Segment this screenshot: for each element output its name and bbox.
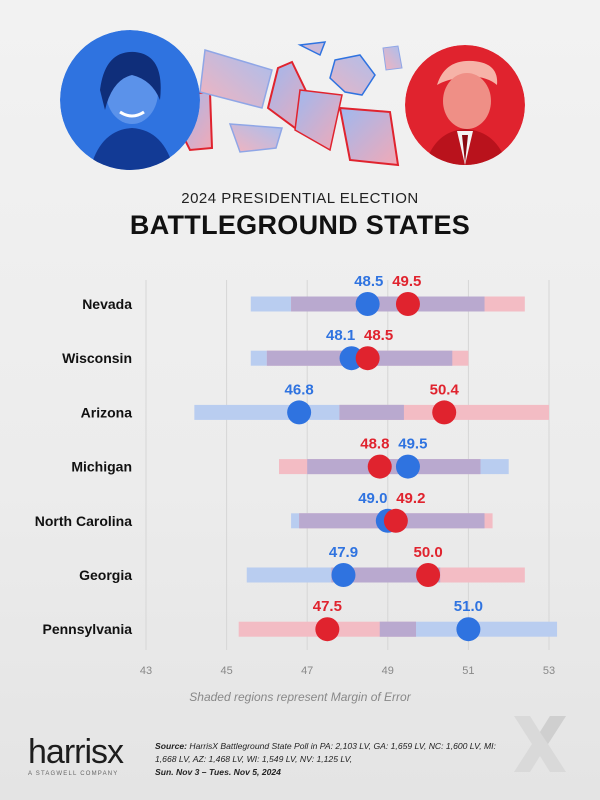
trump-value-label: 48.5 — [364, 327, 393, 344]
trump-dot — [416, 563, 441, 587]
harris-value-label: 48.1 — [326, 327, 355, 344]
x-tick-label: 45 — [220, 665, 232, 677]
harris-value-label: 49.5 — [398, 436, 427, 453]
x-tick-label: 51 — [462, 665, 474, 677]
state-row-wisconsin: Wisconsin 48.1 48.5 — [62, 327, 469, 371]
hero-illustration — [0, 0, 600, 185]
harris-value-label: 46.8 — [285, 381, 314, 398]
brand-name: harrisx — [28, 733, 124, 771]
harris-dot — [331, 563, 356, 587]
trump-dot — [315, 617, 340, 642]
chart-subtitle: 2024 PRESIDENTIAL ELECTION — [181, 190, 419, 207]
state-row-georgia: Georgia 47.9 50.0 — [79, 544, 525, 587]
x-tick-label: 49 — [382, 665, 394, 677]
harris-value-label: 51.0 — [454, 598, 483, 615]
state-label: Pennsylvania — [43, 621, 133, 637]
overlap-moe-band — [291, 296, 485, 312]
trump-dot — [383, 508, 408, 533]
harris-dot — [355, 292, 380, 316]
state-label: Arizona — [81, 404, 133, 420]
trump-portrait — [405, 45, 525, 165]
overlap-moe-band — [339, 404, 404, 420]
battleground-states-illustration — [174, 41, 403, 167]
overlap-moe-band — [331, 567, 441, 583]
state-row-north-carolina: North Carolina 49.0 49.2 — [35, 490, 493, 533]
chart-rows: Nevada 48.5 49.5 Wisconsin 48.1 48.5 Arizona 46… — [35, 273, 558, 642]
state-label: North Carolina — [35, 513, 132, 529]
trump-value-label: 49.5 — [392, 273, 421, 290]
trump-dot — [367, 454, 392, 479]
x-tick-label: 53 — [543, 665, 555, 677]
state-label: Georgia — [79, 567, 132, 583]
harris-value-label: 47.9 — [329, 544, 358, 561]
overlap-moe-band — [379, 621, 417, 637]
harrisx-x-mark-icon — [514, 716, 566, 772]
trump-value-label: 50.4 — [430, 381, 460, 398]
state-label: Wisconsin — [62, 350, 132, 366]
state-row-nevada: Nevada 48.5 49.5 — [82, 273, 525, 316]
source-text: HarrisX Battleground State Poll in PA: 2… — [155, 741, 496, 764]
trump-value-label: 47.5 — [313, 598, 342, 615]
trump-value-label: 50.0 — [413, 544, 442, 561]
brand-tagline: A STAGWELL COMPANY — [28, 771, 119, 777]
state-label: Michigan — [71, 459, 132, 475]
battleground-chart: Nevada 48.5 49.5 Wisconsin 48.1 48.5 Arizona 46… — [35, 273, 558, 677]
state-row-michigan: Michigan 49.5 48.8 — [71, 436, 509, 479]
overlap-moe-band — [307, 459, 481, 475]
x-tick-label: 47 — [301, 665, 313, 677]
state-label: Nevada — [82, 296, 132, 312]
state-row-pennsylvania: Pennsylvania 51.0 47.5 — [43, 598, 558, 642]
trump-value-label: 49.2 — [396, 490, 425, 507]
trump-dot — [395, 292, 420, 316]
x-axis-ticks: 43 45 47 49 51 53 — [140, 665, 555, 677]
harris-dot — [456, 617, 481, 642]
north-carolina-shape — [228, 123, 283, 153]
trump-value-label: 48.8 — [360, 436, 389, 453]
source-note: Source: HarrisX Battleground State Poll … — [155, 740, 510, 779]
harrisx-logo: harrisx A STAGWELL COMPANY — [28, 733, 124, 777]
x-tick-label: 43 — [140, 665, 152, 677]
state-row-arizona: Arizona 46.8 50.4 — [81, 381, 549, 425]
trump-dot — [432, 400, 457, 425]
margin-of-error-caption: Shaded regions represent Margin of Error — [189, 690, 411, 704]
chart-title: BATTLEGROUND STATES — [129, 210, 471, 240]
source-label: Source: — [155, 741, 187, 751]
pennsylvania-shape — [199, 49, 273, 109]
nevada-shape — [294, 89, 343, 152]
source-dates: Sun. Nov 3 – Tues. Nov 5, 2024 — [155, 767, 281, 777]
wisconsin-shape — [338, 106, 400, 167]
harris-dot — [395, 454, 420, 479]
harris-value-label: 48.5 — [354, 273, 383, 290]
harris-portrait — [60, 30, 200, 170]
harris-value-label: 49.0 — [358, 490, 387, 507]
trump-dot — [355, 346, 380, 371]
harris-dot — [287, 400, 312, 425]
michigan-shape — [297, 41, 376, 96]
